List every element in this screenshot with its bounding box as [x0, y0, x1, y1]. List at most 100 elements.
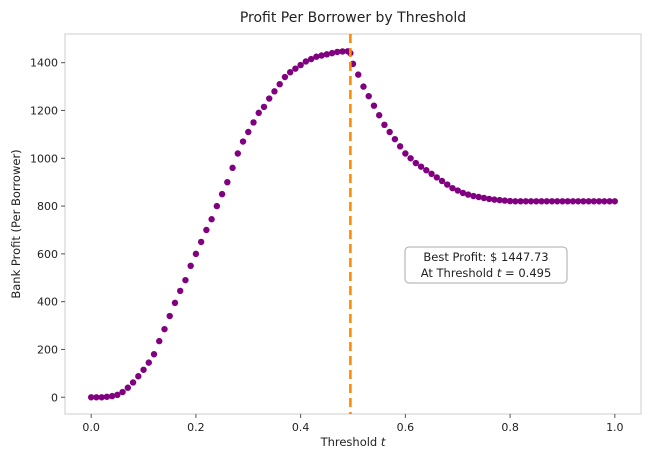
data-point	[218, 190, 226, 198]
y-tick-label: 0	[51, 391, 58, 404]
data-point	[611, 198, 619, 205]
data-point	[114, 391, 121, 399]
data-point	[496, 196, 503, 204]
data-point	[512, 198, 519, 205]
x-axis-label: Threshold t	[320, 435, 386, 449]
data-point	[203, 226, 210, 234]
data-point	[475, 193, 482, 201]
data-point	[543, 198, 550, 205]
y-tick-label: 1200	[30, 104, 58, 117]
data-point	[564, 198, 571, 205]
data-point	[323, 51, 331, 58]
data-point	[161, 325, 168, 333]
data-point	[402, 150, 409, 157]
data-point	[574, 198, 582, 205]
data-point	[255, 109, 262, 117]
data-point	[580, 198, 587, 205]
annotation-line-2: At Threshold t = 0.495	[421, 266, 552, 280]
data-point	[318, 52, 325, 59]
y-axis-label: Bank Profit (Per Borrower)	[9, 149, 23, 298]
x-tick-label: 0.2	[187, 421, 205, 434]
data-point	[470, 192, 477, 200]
data-point	[250, 119, 257, 126]
y-tick-label: 600	[37, 248, 58, 261]
data-point	[480, 194, 488, 202]
data-point	[103, 393, 111, 400]
data-point	[548, 198, 556, 205]
x-axis-label-text: Threshold	[320, 435, 378, 449]
data-point	[271, 88, 278, 95]
data-point	[135, 373, 142, 380]
data-point	[150, 351, 158, 358]
data-point	[606, 198, 613, 205]
data-point	[386, 128, 393, 136]
x-axis: 0.0 0.2 0.4 0.6 0.8 1.0	[82, 414, 624, 434]
data-point	[381, 121, 388, 129]
annotation: Best Profit: $ 1447.73 At Threshold t = …	[404, 246, 568, 284]
data-point	[266, 95, 273, 102]
data-point	[355, 71, 362, 78]
data-point	[391, 135, 399, 143]
data-point	[229, 164, 236, 172]
data-point	[302, 58, 310, 65]
x-tick-label: 0.8	[501, 421, 519, 434]
data-point	[412, 159, 420, 167]
data-point	[601, 198, 608, 205]
data-point	[538, 198, 545, 205]
data-point	[108, 392, 116, 400]
data-point	[245, 128, 252, 136]
x-tick-label: 0.0	[82, 421, 100, 434]
data-point	[286, 69, 294, 76]
data-point	[501, 197, 509, 204]
data-points	[87, 48, 619, 401]
data-point	[365, 92, 372, 100]
data-point	[444, 181, 451, 188]
annotation-line-2-symbol: t	[497, 266, 502, 280]
data-point	[554, 198, 561, 205]
annotation-line-1: Best Profit: $ 1447.73	[423, 250, 548, 264]
data-point	[428, 170, 435, 178]
data-point	[166, 312, 173, 320]
data-point	[454, 187, 461, 194]
annotation-line-2-prefix: At Threshold	[421, 266, 494, 280]
y-tick-label: 1400	[30, 57, 58, 70]
data-point	[292, 65, 299, 72]
data-point	[485, 195, 493, 203]
data-point	[156, 337, 163, 345]
data-point	[559, 198, 566, 205]
data-point	[93, 394, 100, 401]
data-point	[124, 384, 132, 391]
data-point	[407, 155, 414, 162]
data-point	[129, 379, 137, 386]
data-point	[171, 299, 179, 307]
data-point	[145, 359, 152, 366]
data-point	[281, 73, 289, 81]
data-point	[423, 167, 430, 174]
data-point	[595, 198, 603, 205]
data-point	[276, 80, 283, 88]
y-axis: 0 200 400 600 800 1000 1200 1400	[30, 57, 65, 404]
data-point	[506, 197, 514, 205]
data-point	[260, 103, 268, 111]
data-point	[213, 202, 221, 210]
data-point	[339, 48, 346, 55]
data-point	[328, 49, 336, 57]
data-point	[433, 174, 440, 181]
x-tick-label: 1.0	[606, 421, 624, 434]
data-point	[87, 394, 95, 401]
data-point	[522, 198, 529, 205]
data-point	[438, 177, 446, 185]
data-point	[119, 388, 126, 396]
data-point	[208, 216, 215, 223]
data-point	[585, 198, 592, 205]
data-point	[527, 198, 535, 205]
data-point	[569, 198, 577, 205]
data-point	[177, 287, 184, 295]
data-point	[197, 238, 205, 246]
data-point	[239, 138, 247, 145]
data-point	[517, 198, 524, 205]
annotation-line-2-value: 0.495	[518, 266, 551, 280]
data-point	[590, 198, 598, 205]
y-tick-label: 200	[37, 343, 58, 356]
